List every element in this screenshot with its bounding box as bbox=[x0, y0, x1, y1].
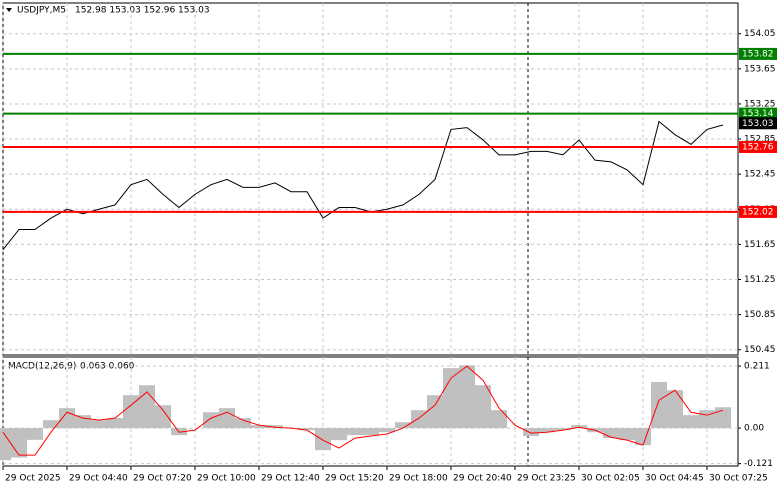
y-tick-label: 151.65 bbox=[744, 240, 776, 250]
macd-bar bbox=[347, 428, 363, 436]
macd-bar bbox=[443, 368, 459, 429]
y-tick-label: 152.85 bbox=[744, 135, 776, 145]
macd-bar bbox=[635, 428, 651, 446]
y-tick-label: 150.85 bbox=[744, 310, 776, 320]
macd-frame bbox=[2, 356, 739, 467]
macd-bar bbox=[219, 408, 235, 429]
macd-bar bbox=[91, 420, 107, 429]
y-tick-label: 151.25 bbox=[744, 275, 776, 285]
x-tick-label: 30 Oct 04:45 bbox=[645, 474, 704, 484]
main-frame bbox=[2, 2, 739, 356]
macd-bar bbox=[683, 415, 699, 429]
macd-bar bbox=[123, 395, 139, 429]
level-tag bbox=[739, 47, 777, 60]
y-tick-label: 0.211 bbox=[744, 362, 770, 372]
macd-bar bbox=[315, 428, 331, 451]
x-tick-label: 29 Oct 04:40 bbox=[69, 474, 128, 484]
macd-bar bbox=[59, 408, 75, 429]
level-tag bbox=[739, 107, 777, 120]
macd-bar bbox=[75, 415, 91, 429]
x-tick-label: 29 Oct 23:25 bbox=[517, 474, 576, 484]
y-tick-label: 154.05 bbox=[744, 29, 776, 39]
x-tick-label: 30 Oct 02:05 bbox=[581, 474, 640, 484]
x-tick-label: 29 Oct 10:00 bbox=[197, 474, 256, 484]
y-tick-label: -0.121 bbox=[744, 459, 773, 469]
macd-bar bbox=[203, 412, 219, 429]
level-tag bbox=[739, 140, 777, 153]
macd-bar bbox=[411, 410, 427, 429]
macd-bar bbox=[603, 428, 619, 439]
macd-bar bbox=[555, 428, 571, 431]
macd-bar bbox=[395, 422, 411, 429]
macd-bar bbox=[43, 420, 59, 429]
macd-bar bbox=[27, 428, 43, 440]
y-tick-label: 153.25 bbox=[744, 99, 776, 109]
level-label: 153.82 bbox=[742, 49, 774, 59]
macd-bar bbox=[427, 395, 443, 429]
macd-bar bbox=[475, 385, 491, 429]
macd-bar bbox=[651, 381, 667, 429]
macd-bar bbox=[523, 428, 539, 437]
level-label: 152.02 bbox=[742, 207, 774, 217]
macd-bar bbox=[299, 428, 315, 431]
level-label: 152.76 bbox=[742, 142, 774, 152]
price-tag bbox=[739, 117, 777, 130]
macd-bar bbox=[251, 425, 267, 429]
level-tag bbox=[739, 205, 777, 218]
x-tick-label: 29 Oct 07:20 bbox=[133, 474, 192, 484]
y-tick-label: 150.45 bbox=[744, 345, 776, 355]
macd-bar bbox=[539, 428, 555, 433]
menu-arrow bbox=[6, 8, 12, 12]
x-tick-label: 29 Oct 20:40 bbox=[453, 474, 512, 484]
x-tick-label: 29 Oct 12:40 bbox=[261, 474, 320, 484]
x-tick-label: 30 Oct 07:25 bbox=[709, 474, 768, 484]
x-tick-label: 29 Oct 18:00 bbox=[389, 474, 448, 484]
ohlc: 152.98 153.03 152.96 153.03 bbox=[75, 6, 210, 16]
x-tick-label: 29 Oct 15:20 bbox=[325, 474, 384, 484]
y-tick-label: 0.00 bbox=[744, 424, 764, 434]
macd-bar bbox=[571, 425, 587, 429]
macd-bar bbox=[379, 428, 395, 433]
x-tick-label: 29 Oct 2025 bbox=[5, 474, 61, 484]
macd-bar bbox=[699, 410, 715, 429]
chart-title: USDJPY,M5 bbox=[17, 6, 66, 16]
macd-bar bbox=[107, 418, 123, 429]
signal-line bbox=[2, 365, 724, 456]
level-label: 153.14 bbox=[742, 109, 774, 119]
y-tick-label: 152.45 bbox=[744, 170, 776, 180]
macd-bar bbox=[331, 428, 347, 441]
macd-bar bbox=[459, 365, 475, 429]
macd-bar bbox=[715, 407, 731, 429]
macd-bar bbox=[619, 428, 635, 441]
price-label: 153.03 bbox=[742, 119, 774, 129]
macd-bar bbox=[235, 418, 251, 429]
macd-bar bbox=[491, 410, 507, 429]
macd-bar bbox=[267, 425, 283, 429]
macd-title: MACD(12,26,9) bbox=[8, 362, 76, 372]
macd-bar bbox=[667, 390, 683, 429]
macd-bar bbox=[155, 405, 171, 429]
price-line bbox=[2, 120, 724, 250]
macd-bar bbox=[11, 428, 27, 458]
macd-bar bbox=[363, 428, 379, 436]
y-tick-label: 153.65 bbox=[744, 64, 776, 74]
macd-bar bbox=[0, 428, 11, 461]
